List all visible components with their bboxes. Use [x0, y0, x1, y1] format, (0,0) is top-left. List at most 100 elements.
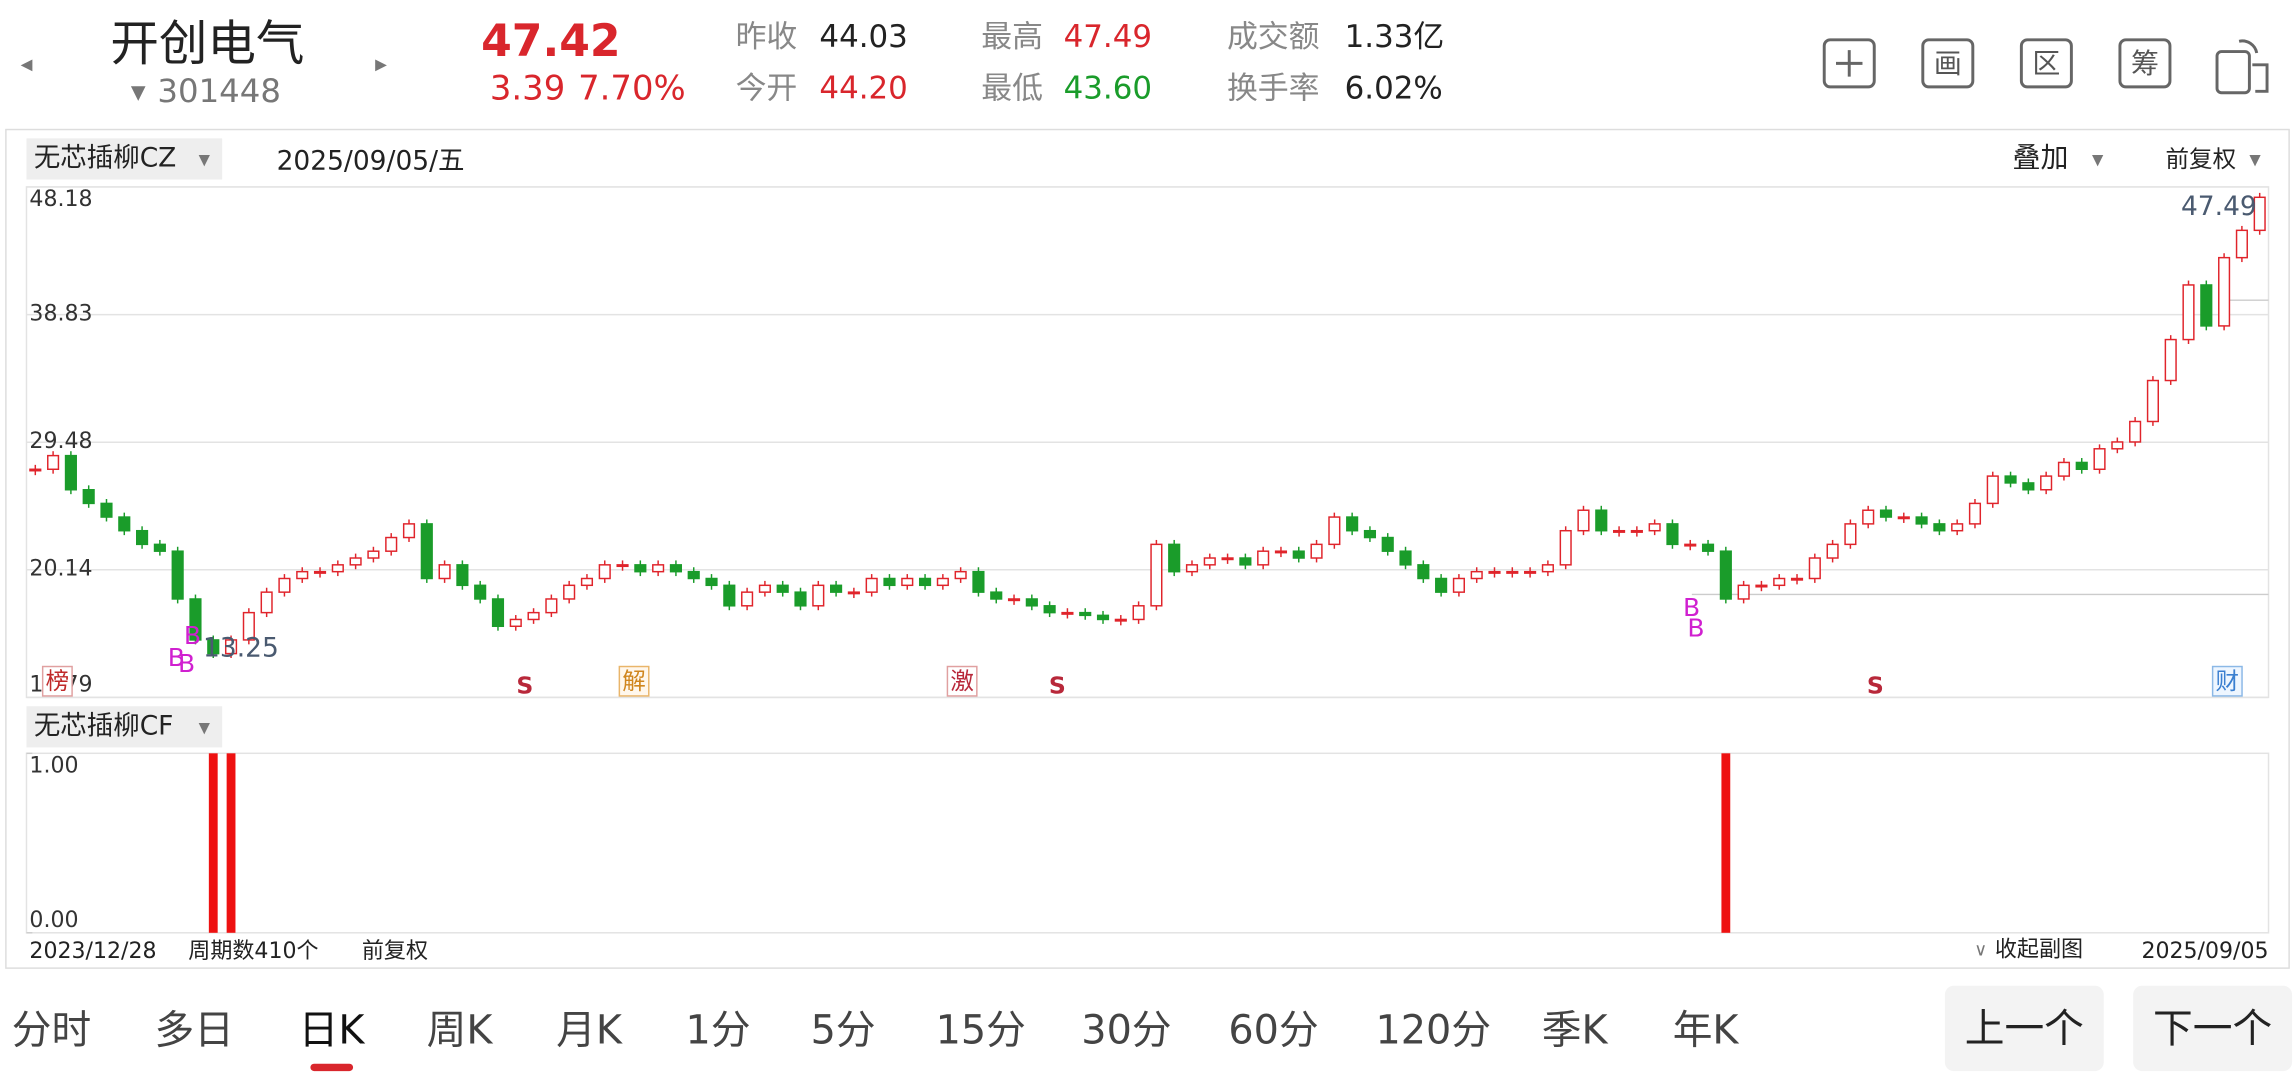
- candle: [260, 591, 273, 614]
- period-tab[interactable]: 周K: [427, 1007, 494, 1053]
- landscape-button[interactable]: [2215, 50, 2251, 95]
- event-badges: 榜 解 激 财: [41, 665, 2243, 697]
- candle: [1025, 598, 1038, 607]
- candle: [776, 584, 789, 593]
- candle: [598, 564, 611, 580]
- candle: [1773, 577, 1786, 587]
- candle: [1488, 570, 1501, 574]
- candle: [954, 570, 967, 580]
- candle: [2129, 420, 2142, 443]
- next-arrow[interactable]: ▸: [375, 49, 387, 77]
- candle: [705, 577, 718, 587]
- candle: [1737, 584, 1750, 600]
- badge-box: [2211, 665, 2243, 697]
- candle: [331, 564, 344, 573]
- candle: [2253, 196, 2266, 232]
- candle: [1132, 605, 1145, 621]
- buy-marker: B: [1687, 614, 1704, 643]
- badge[interactable]: 财: [2216, 667, 2240, 695]
- period-tab[interactable]: 15分: [936, 1007, 1026, 1053]
- current-date: 2025/09/05/五: [277, 145, 465, 176]
- period-tab[interactable]: 多日: [154, 1007, 233, 1053]
- dropdown-arrow: ▼: [2249, 151, 2261, 168]
- candle: [1577, 509, 1590, 532]
- candle: [420, 523, 433, 580]
- sub-plot: [25, 752, 2270, 934]
- y-tick-label: 48.18: [29, 187, 92, 212]
- collapse-button[interactable]: 收起副图: [1995, 937, 2083, 962]
- draw-button[interactable]: [1921, 38, 1975, 89]
- candle: [901, 577, 914, 587]
- candle: [616, 564, 629, 568]
- tool-label: 画: [1934, 47, 1962, 80]
- adjust-label: 前复权: [362, 939, 428, 964]
- candle: [1417, 564, 1430, 580]
- next-button[interactable]: 下一个: [2153, 1006, 2272, 1052]
- candle: [1826, 543, 1839, 559]
- candle: [438, 564, 451, 580]
- period-tab[interactable]: 60分: [1228, 1007, 1318, 1053]
- period-tab[interactable]: 120分: [1376, 1007, 1492, 1053]
- indicator-name: 无芯插柳CZ: [34, 142, 177, 173]
- candle: [136, 529, 149, 546]
- period-tab[interactable]: 分时: [12, 1007, 91, 1053]
- badge[interactable]: 榜: [46, 667, 70, 695]
- badge-box: [946, 665, 978, 697]
- badge[interactable]: 激: [950, 667, 974, 695]
- candle: [296, 570, 309, 580]
- candle: [652, 564, 665, 573]
- end-date: 2025/09/05: [2141, 939, 2268, 964]
- candle: [153, 543, 166, 552]
- period-tab[interactable]: 5分: [811, 1007, 876, 1053]
- indicator-chip[interactable]: [26, 706, 223, 748]
- overlay-button[interactable]: 叠加: [2013, 141, 2069, 174]
- candle: [242, 611, 255, 641]
- active-indicator: [310, 1063, 354, 1072]
- stat-label: 今开: [736, 70, 798, 106]
- candle: [1862, 509, 1875, 525]
- candle: [830, 584, 843, 593]
- candle: [1346, 516, 1359, 532]
- period-tab[interactable]: 月K: [556, 1007, 623, 1053]
- candle: [1968, 502, 1982, 525]
- candle: [474, 584, 487, 600]
- period-tab[interactable]: 日K: [299, 1007, 366, 1053]
- stock-name: 开创电气: [110, 16, 304, 72]
- adjust-button[interactable]: 前复权: [2166, 145, 2237, 173]
- period-tab[interactable]: 年K: [1673, 1007, 1740, 1053]
- candle: [972, 570, 985, 593]
- prev-arrow[interactable]: ◂: [21, 49, 33, 77]
- dropdown-arrow[interactable]: ▼: [131, 80, 146, 103]
- candle: [29, 468, 42, 472]
- y-tick-label: 29.48: [29, 429, 92, 454]
- sell-markers: S S S: [516, 672, 1883, 700]
- buy-markers: B B B B B: [168, 593, 1705, 678]
- period-tab[interactable]: 季K: [1542, 1007, 1609, 1053]
- candle: [2182, 284, 2195, 341]
- previous-button[interactable]: 上一个: [1965, 1006, 2084, 1052]
- candle: [812, 584, 825, 607]
- candle: [82, 489, 95, 505]
- candle: [1079, 611, 1092, 617]
- candle: [1150, 543, 1163, 607]
- stat-value: 1.33亿: [1345, 19, 1445, 55]
- candle: [1185, 564, 1199, 573]
- indicator-chip[interactable]: [26, 138, 223, 180]
- candle: [2146, 379, 2159, 423]
- period-tab[interactable]: 1分: [686, 1007, 751, 1053]
- period-tab[interactable]: 30分: [1081, 1007, 1171, 1053]
- badge[interactable]: 解: [622, 667, 646, 695]
- y-tick-label: 1.00: [29, 754, 78, 779]
- chips-button[interactable]: [2118, 38, 2172, 89]
- candle: [2057, 461, 2071, 477]
- candle: [367, 550, 380, 559]
- candle: [563, 584, 576, 600]
- crosshair-button[interactable]: [1822, 38, 1876, 89]
- range-button[interactable]: [2019, 38, 2073, 89]
- candle: [1701, 543, 1715, 552]
- candle: [741, 591, 754, 607]
- bar: [226, 753, 236, 933]
- buy-marker: B: [184, 621, 201, 650]
- candle: [2235, 229, 2248, 259]
